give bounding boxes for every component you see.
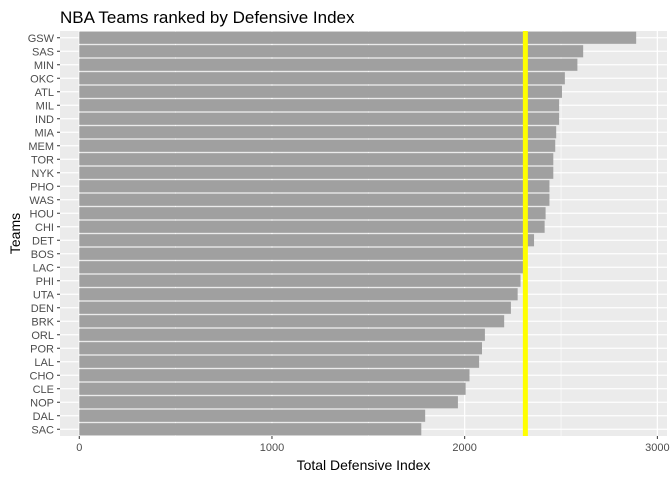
bar-uta — [79, 288, 518, 301]
bar-atl — [79, 85, 562, 98]
bar-nyk — [79, 166, 554, 179]
y-tick-label: MIN — [34, 60, 54, 72]
bar-okc — [79, 72, 565, 85]
x-tick-label: 2000 — [452, 442, 476, 454]
y-tick-label: LAC — [33, 262, 54, 274]
bar-min — [79, 58, 578, 71]
bar-sac — [79, 423, 422, 436]
y-tick-label: CLE — [33, 384, 54, 396]
x-axis-ticks: 0 1000 2000 3000 — [76, 436, 670, 454]
y-tick-label: LAL — [34, 357, 54, 369]
y-tick-label: TOR — [31, 154, 54, 166]
y-tick-label: WAS — [29, 195, 54, 207]
y-tick-label: MIA — [34, 127, 54, 139]
y-tick-label: PHO — [30, 181, 54, 193]
bar-lac — [79, 261, 524, 274]
bar-ind — [79, 112, 560, 125]
bar-lal — [79, 355, 480, 368]
y-tick-label: DEN — [31, 303, 54, 315]
x-tick-label: 0 — [76, 442, 82, 454]
y-tick-label: HOU — [30, 208, 55, 220]
bar-pho — [79, 180, 550, 193]
y-tick-label: IND — [35, 114, 54, 126]
y-axis-title: Teams — [7, 213, 23, 254]
y-tick-label: CHI — [35, 222, 54, 234]
bar-cle — [79, 382, 466, 395]
bars — [79, 31, 637, 436]
y-tick-label: DET — [32, 235, 54, 247]
bar-orl — [79, 328, 485, 341]
bar-mia — [79, 126, 557, 139]
bar-hou — [79, 207, 546, 220]
bar-brk — [79, 315, 505, 328]
y-tick-label: ORL — [31, 330, 54, 342]
y-tick-label: PHI — [36, 276, 54, 288]
bar-dal — [79, 409, 426, 422]
y-tick-label: MEM — [28, 141, 54, 153]
bar-nop — [79, 396, 458, 409]
y-tick-label: POR — [30, 343, 54, 355]
bar-den — [79, 301, 511, 314]
x-axis-title: Total Defensive Index — [297, 457, 431, 473]
chart-title: NBA Teams ranked by Defensive Index — [60, 8, 355, 27]
bar-mil — [79, 99, 560, 112]
bar-por — [79, 342, 483, 355]
y-tick-label: BOS — [31, 249, 54, 261]
bar-chi — [79, 220, 545, 233]
bar-phi — [79, 274, 521, 287]
y-tick-label: SAS — [32, 46, 54, 58]
y-tick-label: SAC — [31, 424, 54, 436]
bar-mem — [79, 139, 556, 152]
bar-sas — [79, 45, 584, 58]
y-tick-label: MIL — [36, 100, 54, 112]
bar-cho — [79, 369, 470, 382]
bar-gsw — [79, 31, 637, 44]
plot-panel — [60, 31, 667, 436]
bar-was — [79, 193, 550, 206]
y-tick-label: DAL — [33, 411, 54, 423]
x-tick-label: 1000 — [260, 442, 284, 454]
y-tick-label: OKC — [30, 73, 54, 85]
y-tick-label: NYK — [31, 168, 54, 180]
x-tick-label: 3000 — [645, 442, 669, 454]
y-tick-label: UTA — [33, 289, 55, 301]
bar-det — [79, 234, 535, 247]
bar-tor — [79, 153, 554, 166]
y-tick-label: BRK — [31, 316, 54, 328]
y-tick-label: NOP — [30, 397, 54, 409]
y-tick-label: CHO — [30, 370, 55, 382]
bar-bos — [79, 247, 525, 260]
y-tick-label: ATL — [35, 87, 54, 99]
y-tick-label: GSW — [28, 33, 55, 45]
